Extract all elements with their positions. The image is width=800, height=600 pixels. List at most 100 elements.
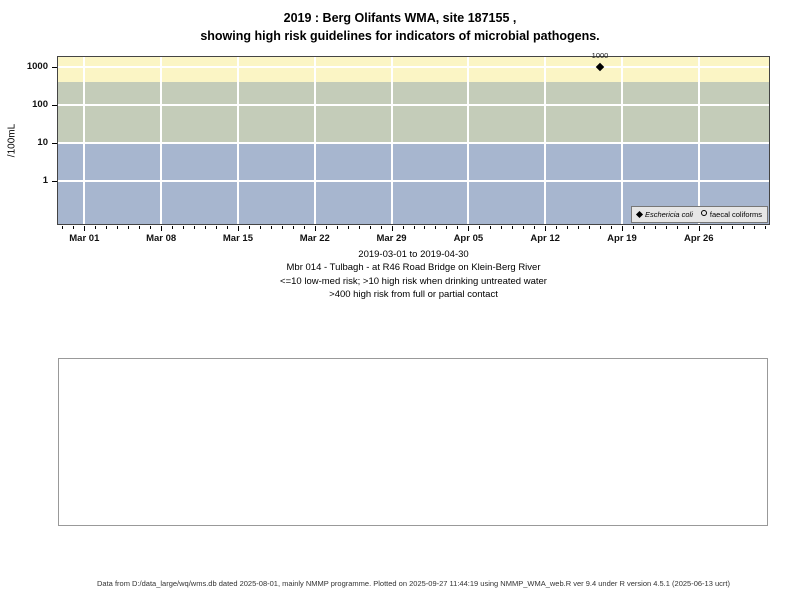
chart-caption: 2019-03-01 to 2019-04-30 Mbr 014 - Tulba… <box>58 248 769 302</box>
plot-legend: Eschericia coli faecal coliforms <box>630 206 768 223</box>
x-axis-minor-tick <box>643 226 645 229</box>
x-tick-label: Mar 22 <box>299 233 330 244</box>
x-gridline <box>236 57 239 224</box>
x-axis-minor-tick <box>753 226 755 229</box>
data-point-label: 1000 <box>591 51 609 60</box>
y-gridline <box>58 104 769 106</box>
x-axis-minor-tick <box>281 226 283 229</box>
x-axis-minor-tick <box>512 226 514 229</box>
x-gridline <box>160 57 163 224</box>
x-tick-label: Mar 15 <box>222 233 253 244</box>
x-axis-minor-tick <box>413 226 415 229</box>
y-gridline <box>58 66 769 68</box>
x-axis-minor-tick <box>270 226 272 229</box>
x-axis-minor-tick <box>259 226 261 229</box>
x-axis-minor-tick <box>490 226 492 229</box>
x-axis-minor-tick <box>632 226 634 229</box>
x-axis-tick <box>161 226 163 231</box>
y-tick-label: 100 <box>32 99 48 110</box>
x-gridline <box>313 57 316 224</box>
x-axis-tick <box>314 226 316 231</box>
x-axis-minor-tick <box>764 226 766 229</box>
x-gridline <box>620 57 623 224</box>
y-axis-tick <box>52 67 57 68</box>
x-axis-minor-tick <box>73 226 75 229</box>
x-axis-minor-tick <box>194 226 196 229</box>
x-axis-tick <box>621 226 623 231</box>
x-axis-minor-tick <box>446 226 448 229</box>
x-axis-minor-tick <box>457 226 459 229</box>
circle-marker-icon <box>700 210 707 216</box>
caption-date-range: 2019-03-01 to 2019-04-30 <box>358 249 469 260</box>
x-axis-minor-tick <box>292 226 294 229</box>
x-axis-minor-tick <box>369 226 371 229</box>
y-tick-label: 10 <box>37 137 48 148</box>
x-axis-minor-tick <box>248 226 250 229</box>
x-axis-minor-tick <box>216 226 217 229</box>
x-gridline <box>83 57 86 224</box>
x-axis-tick <box>237 226 239 231</box>
x-axis-minor-tick <box>205 226 207 229</box>
x-axis-minor-tick <box>534 226 536 229</box>
y-axis-tick <box>52 181 57 182</box>
x-tick-label: Mar 01 <box>69 233 100 244</box>
x-axis-minor-tick <box>731 226 733 229</box>
x-axis-minor-tick <box>523 226 525 229</box>
chart-title-line1: 2019 : Berg Olifants WMA, site 187155 , <box>283 11 517 25</box>
x-axis-minor-tick <box>380 226 382 229</box>
x-axis-minor-tick <box>336 226 338 229</box>
x-axis-minor-tick <box>709 226 711 229</box>
chart-title: 2019 : Berg Olifants WMA, site 187155 , … <box>0 9 800 45</box>
x-axis-minor-tick <box>183 226 185 229</box>
x-axis-tick <box>468 226 470 231</box>
x-axis-minor-tick <box>172 226 174 229</box>
legend-item-faecal-coliforms: faecal coliforms <box>700 210 762 219</box>
x-axis-minor-tick <box>325 226 327 229</box>
x-axis-minor-tick <box>358 226 360 229</box>
empty-panel <box>58 358 768 526</box>
plot-area: Eschericia coli faecal coliforms 1000 <box>58 51 769 224</box>
x-axis-tick <box>391 226 393 231</box>
x-axis-minor-tick <box>435 226 437 229</box>
x-axis-minor-tick <box>106 226 108 229</box>
x-axis-minor-tick <box>654 226 656 229</box>
x-axis-minor-tick <box>139 226 141 229</box>
x-tick-label: Apr 05 <box>453 233 484 244</box>
x-axis-minor-tick <box>742 226 744 229</box>
y-tick-label: 1 <box>42 175 48 186</box>
x-axis-tick <box>84 226 86 231</box>
x-axis-minor-tick <box>402 226 404 229</box>
x-axis-minor-tick <box>303 226 305 229</box>
x-axis-minor-tick <box>611 226 612 229</box>
x-axis-minor-tick <box>687 226 689 229</box>
y-tick-label: 1000 <box>26 61 48 72</box>
x-axis-minor-tick <box>720 226 722 229</box>
risk-band-high-risk-contact <box>58 57 769 83</box>
legend-label-faecal-coliforms: faecal coliforms <box>709 210 762 219</box>
legend-label-ecoli: Eschericia coli <box>644 210 693 219</box>
x-axis-minor-tick <box>567 226 569 229</box>
x-axis-minor-tick <box>589 226 591 229</box>
x-axis-minor-tick <box>117 226 119 229</box>
x-tick-label: Apr 12 <box>530 233 560 244</box>
x-axis-minor-tick <box>578 226 580 229</box>
x-gridline <box>467 57 470 224</box>
x-tick-label: Apr 26 <box>683 233 714 244</box>
x-gridline <box>390 57 393 224</box>
caption-risk-drinking: <=10 low-med risk; >10 high risk when dr… <box>280 275 547 287</box>
x-axis-tick <box>545 226 547 231</box>
x-axis-minor-tick <box>556 226 558 229</box>
diamond-marker-icon <box>635 210 643 219</box>
x-tick-label: Mar 08 <box>146 233 177 244</box>
caption-site-name: Mbr 014 - Tulbagh - at R46 Road Bridge o… <box>286 262 541 274</box>
x-axis-minor-tick <box>600 226 602 229</box>
x-axis-minor-tick <box>501 226 503 229</box>
x-gridline <box>697 57 700 224</box>
x-axis-minor-tick <box>95 226 97 229</box>
x-tick-label: Apr 19 <box>607 233 637 244</box>
footer-note: Data from D:/data_large/wq/wms.db dated … <box>97 579 730 588</box>
risk-band-high-risk-drinking <box>58 82 769 143</box>
y-axis-tick <box>52 143 57 144</box>
x-axis-minor-tick <box>128 226 130 229</box>
